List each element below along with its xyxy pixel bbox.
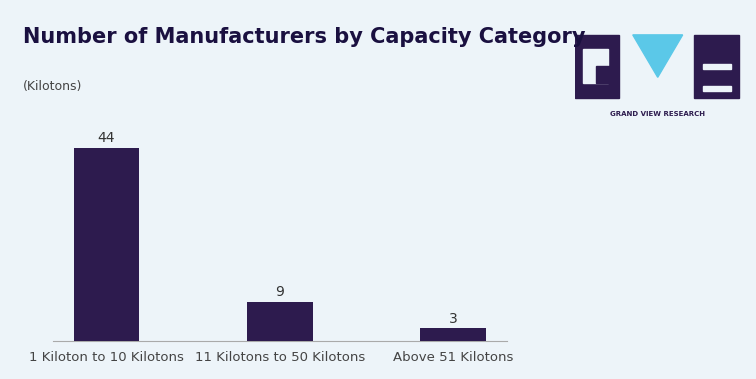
Text: 9: 9 xyxy=(275,285,284,299)
Bar xyxy=(420,328,486,341)
Text: (Kilotons): (Kilotons) xyxy=(23,80,82,92)
Bar xyxy=(694,35,739,98)
Text: Number of Manufacturers by Capacity Category: Number of Manufacturers by Capacity Cate… xyxy=(23,27,585,47)
Bar xyxy=(73,148,139,341)
Bar xyxy=(702,64,731,69)
Bar xyxy=(702,86,731,91)
Text: 44: 44 xyxy=(98,132,115,146)
Bar xyxy=(575,35,619,98)
Bar xyxy=(246,302,313,341)
Text: 3: 3 xyxy=(448,312,457,326)
Text: GRAND VIEW RESEARCH: GRAND VIEW RESEARCH xyxy=(610,111,705,117)
Polygon shape xyxy=(633,35,683,77)
Bar xyxy=(596,66,611,83)
Bar xyxy=(583,49,608,83)
